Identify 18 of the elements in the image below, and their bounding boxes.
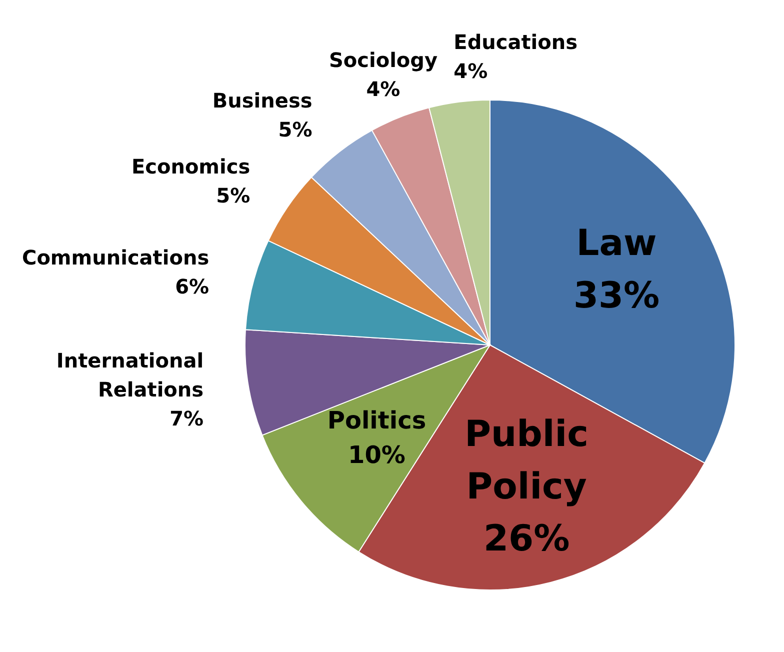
slice-label: International Relations [56,348,204,402]
slice-label: Public Policy [464,414,588,508]
slice-label: Economics [131,154,250,178]
data-label: 4% [454,58,488,83]
data-label: 33% [573,275,660,316]
data-label: 7% [170,406,204,430]
data-label: 26% [483,518,570,560]
slice-label: Educations [454,30,578,54]
data-label: 4% [366,76,400,101]
slice-label: Sociology [328,48,438,72]
slice-label: Communications [22,245,210,270]
data-label: 6% [175,274,210,298]
data-label: 5% [278,117,312,142]
data-label: 5% [216,183,250,208]
data-label: 10% [348,441,406,470]
slice-label: Business [212,88,312,112]
slice-label: Politics [327,406,426,434]
slice-label: Law [576,223,657,264]
